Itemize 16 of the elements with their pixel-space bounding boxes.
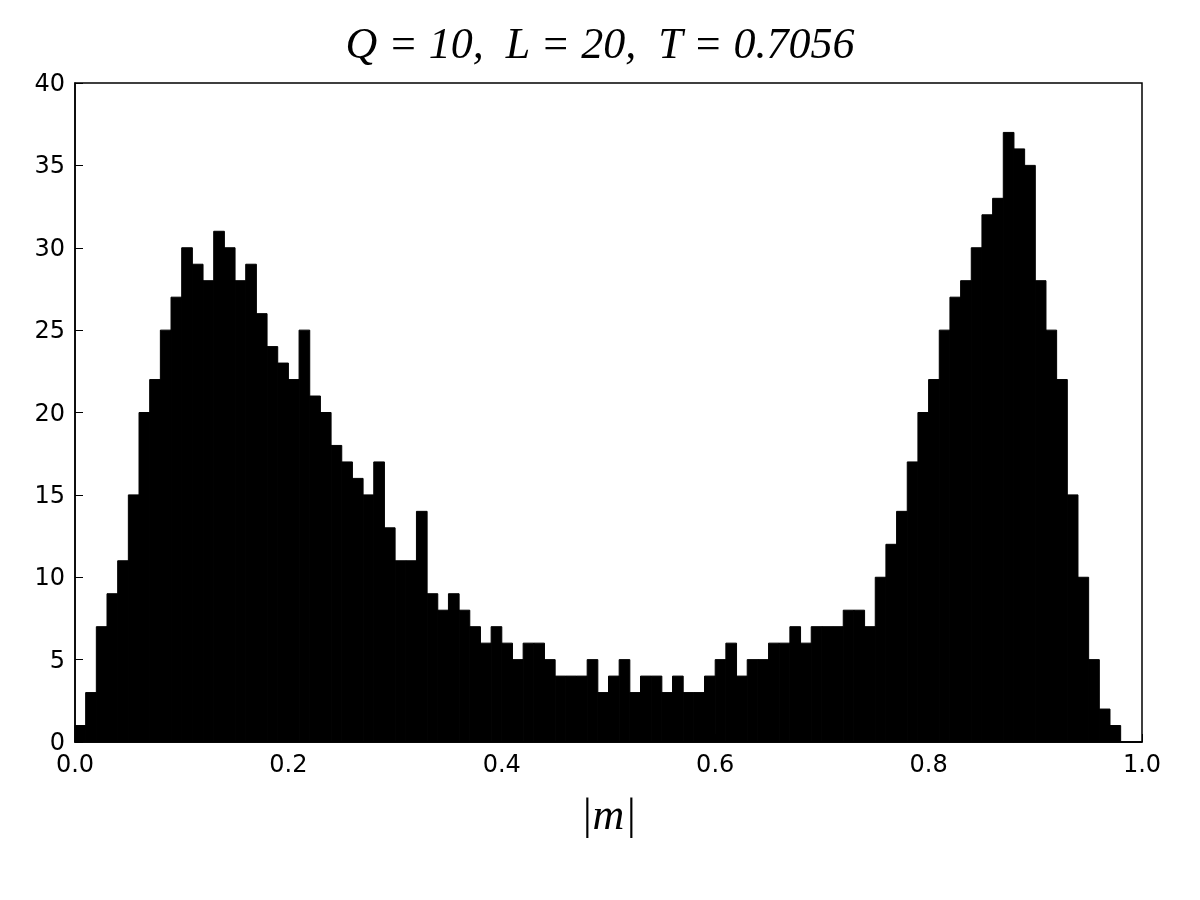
x-tick-label: 0.4	[482, 750, 521, 778]
y-tick-label: 25	[34, 316, 65, 345]
y-tick-label: 20	[34, 398, 65, 427]
x-tick-label: 0.6	[696, 750, 735, 778]
x-tick-label: 0.2	[269, 750, 308, 778]
x-axis-title: |m|	[580, 789, 637, 839]
chart-title: Q = 10, L = 20, T = 0.7056	[345, 18, 855, 68]
y-tick-label: 40	[34, 69, 65, 97]
x-tick-label: 0.0	[55, 750, 95, 778]
x-tick-label: 1.0	[1122, 750, 1162, 778]
y-tick-label: 35	[34, 151, 65, 180]
y-tick-label: 10	[34, 563, 65, 592]
y-tick-label: 5	[49, 645, 65, 674]
y-tick-label: 15	[34, 480, 65, 509]
x-tick-label: 0.8	[909, 750, 948, 778]
y-tick-label: 30	[34, 233, 65, 262]
